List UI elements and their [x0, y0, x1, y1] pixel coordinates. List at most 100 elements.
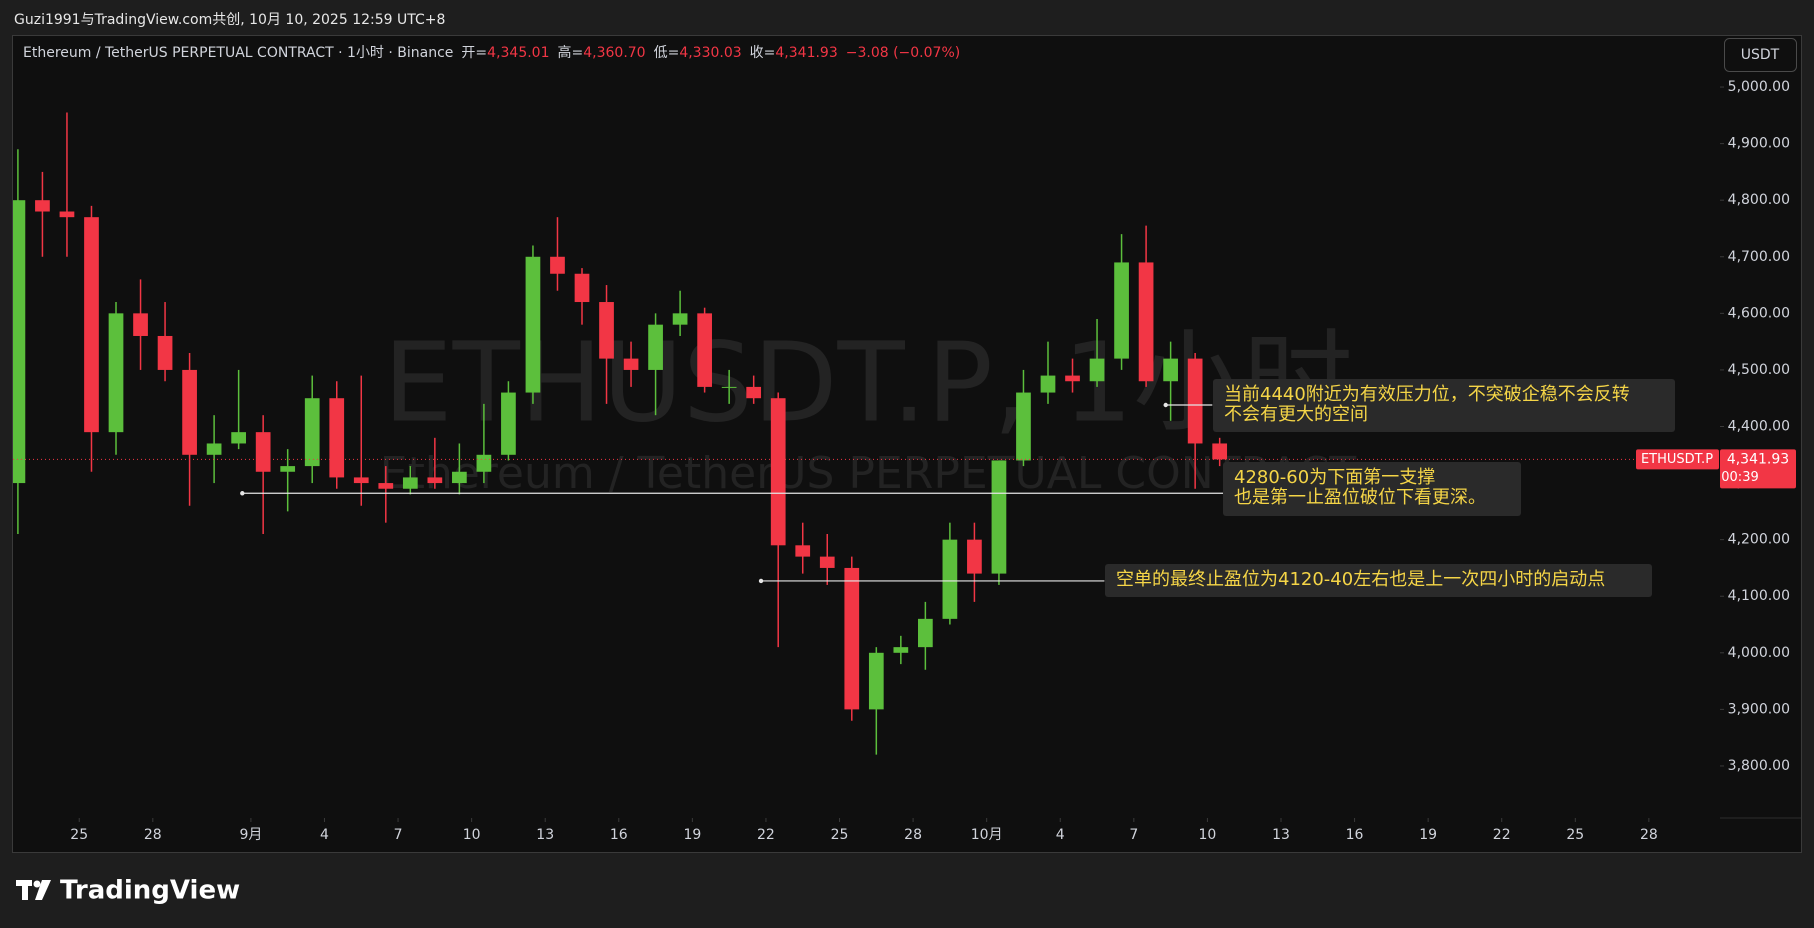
- candle-body: [746, 386, 762, 399]
- annotation-anchor: [758, 578, 764, 584]
- x-tick-label: 10月: [971, 827, 1003, 843]
- y-tick-label: 4,900.00: [1728, 136, 1790, 152]
- x-tick-label: 10: [1198, 827, 1216, 843]
- y-tick-label: 3,900.00: [1728, 701, 1790, 717]
- candle-body: [942, 539, 958, 619]
- candle-body: [35, 200, 50, 212]
- y-tick-label: 4,700.00: [1728, 249, 1790, 265]
- price-tag-bg: [1720, 449, 1796, 489]
- x-tick-label: 7: [1129, 827, 1138, 843]
- plot-area: [13, 112, 1720, 755]
- legend-change: −3.08 (−0.07%): [846, 45, 960, 61]
- candle-body: [1040, 375, 1056, 393]
- plot-layer: 3,800.00 3,900.00 4,000.00 4,100.00 4,200.00…: [13, 79, 1796, 843]
- candle-body: [1163, 358, 1178, 382]
- x-tick-label: 16: [610, 827, 628, 843]
- logo-part: [22, 880, 28, 900]
- currency-button[interactable]: [1724, 38, 1797, 72]
- logo-part: [33, 880, 41, 888]
- candle-body: [1138, 262, 1154, 382]
- watermark-description: Ethereum / TetherUS PERPETUAL CONTRACT: [380, 448, 1357, 499]
- candle-body: [231, 432, 246, 444]
- candle-body: [967, 539, 982, 574]
- candle-body: [133, 313, 148, 336]
- candle-body: [868, 652, 884, 710]
- candle-body: [672, 313, 688, 325]
- price-tag-value: 4,341.93: [1727, 451, 1789, 467]
- candle-body: [1212, 443, 1228, 460]
- legend-low-label: 低=: [654, 45, 680, 61]
- x-tick-label: 16: [1346, 827, 1364, 843]
- candle-body: [599, 302, 614, 359]
- candle-body: [721, 386, 737, 388]
- candle-body: [1065, 375, 1080, 382]
- price-tag-symbol: ETHUSDT.P: [1641, 452, 1713, 467]
- annotation-anchor: [1163, 402, 1168, 408]
- candle-body: [501, 392, 516, 455]
- legend-high-label: 高=: [558, 44, 584, 61]
- x-tick-label: 4: [320, 827, 329, 843]
- candle-body: [59, 211, 75, 218]
- legend-open-label: 开=: [461, 45, 487, 61]
- annotation-box: [1105, 564, 1652, 597]
- y-tick-label: 4,800.00: [1728, 192, 1790, 208]
- x-tick-label: 22: [757, 827, 775, 843]
- x-tick-label: 7: [394, 827, 403, 843]
- candle-body: [13, 200, 26, 484]
- x-tick-label: 4: [1056, 827, 1065, 843]
- legend-open: 4,345.01: [487, 45, 549, 61]
- y-tick-label: 4,100.00: [1728, 588, 1790, 604]
- candle-body: [1016, 392, 1031, 461]
- x-tick-label: 25: [831, 827, 849, 843]
- brand-logo: [16, 880, 51, 900]
- candle-body: [623, 358, 639, 370]
- candle-body: [108, 313, 124, 433]
- candle-body: [353, 477, 369, 484]
- candle-body: [255, 432, 271, 472]
- legend-close-label: 收=: [750, 45, 776, 61]
- annotation-text: 当前4440附近为有效压力位，不突破企稳不会反转: [1224, 384, 1630, 405]
- candle-body: [206, 443, 222, 455]
- candle-body: [1114, 262, 1129, 359]
- logo-part: [35, 880, 51, 900]
- annotation-text: 4280-60为下面第一支撑: [1234, 467, 1435, 488]
- candle-body: [427, 477, 443, 484]
- currency-label: USDT: [1741, 47, 1780, 63]
- attribution: Guzi1991与TradingView.com共创, 10月 10, 2025…: [14, 12, 445, 28]
- brand: TradingView: [60, 876, 240, 906]
- y-tick-label: 4,600.00: [1728, 305, 1790, 321]
- annotation-anchor: [240, 491, 245, 496]
- candle-body: [1187, 358, 1203, 444]
- legend-low: 4,330.03: [679, 45, 741, 61]
- annotation-text: 也是第一止盈位破位下看更深。: [1234, 487, 1486, 508]
- y-tick-label: 4,500.00: [1728, 362, 1790, 378]
- y-tick-label: 5,000.00: [1728, 79, 1790, 95]
- candle-body: [574, 273, 590, 303]
- x-tick-label: 9月: [239, 827, 262, 843]
- legend: Ethereum / TetherUS PERPETUAL CONTRACT ·…: [23, 44, 960, 61]
- price-tag-countdown: 00:39: [1721, 470, 1758, 485]
- candle-body: [476, 454, 492, 472]
- annotation-text: 不会有更大的空间: [1224, 404, 1368, 425]
- candle-body: [991, 460, 1007, 574]
- annotation-text: 空单的最终止盈位为4120-40左右也是上一次四小时的启动点: [1116, 569, 1605, 590]
- x-tick-label: 25: [70, 827, 88, 843]
- candle-body: [280, 466, 296, 472]
- candle-body: [378, 483, 394, 489]
- candle-body: [84, 217, 99, 433]
- candle-body: [304, 398, 320, 467]
- y-tick-label: 4,200.00: [1728, 532, 1790, 548]
- candle-body: [697, 313, 712, 387]
- candle-body: [525, 256, 541, 393]
- y-tick-label: 4,000.00: [1728, 645, 1790, 661]
- y-tick-label: 4,400.00: [1728, 419, 1790, 435]
- candle-body: [770, 398, 786, 546]
- legend-high: 4,360.70: [583, 45, 645, 61]
- candle-body: [819, 556, 835, 568]
- candle-body: [157, 335, 173, 370]
- candle-body: [648, 324, 663, 370]
- annotation-box: [1223, 462, 1521, 516]
- x-tick-label: 28: [144, 827, 162, 843]
- x-tick-label: 10: [463, 827, 481, 843]
